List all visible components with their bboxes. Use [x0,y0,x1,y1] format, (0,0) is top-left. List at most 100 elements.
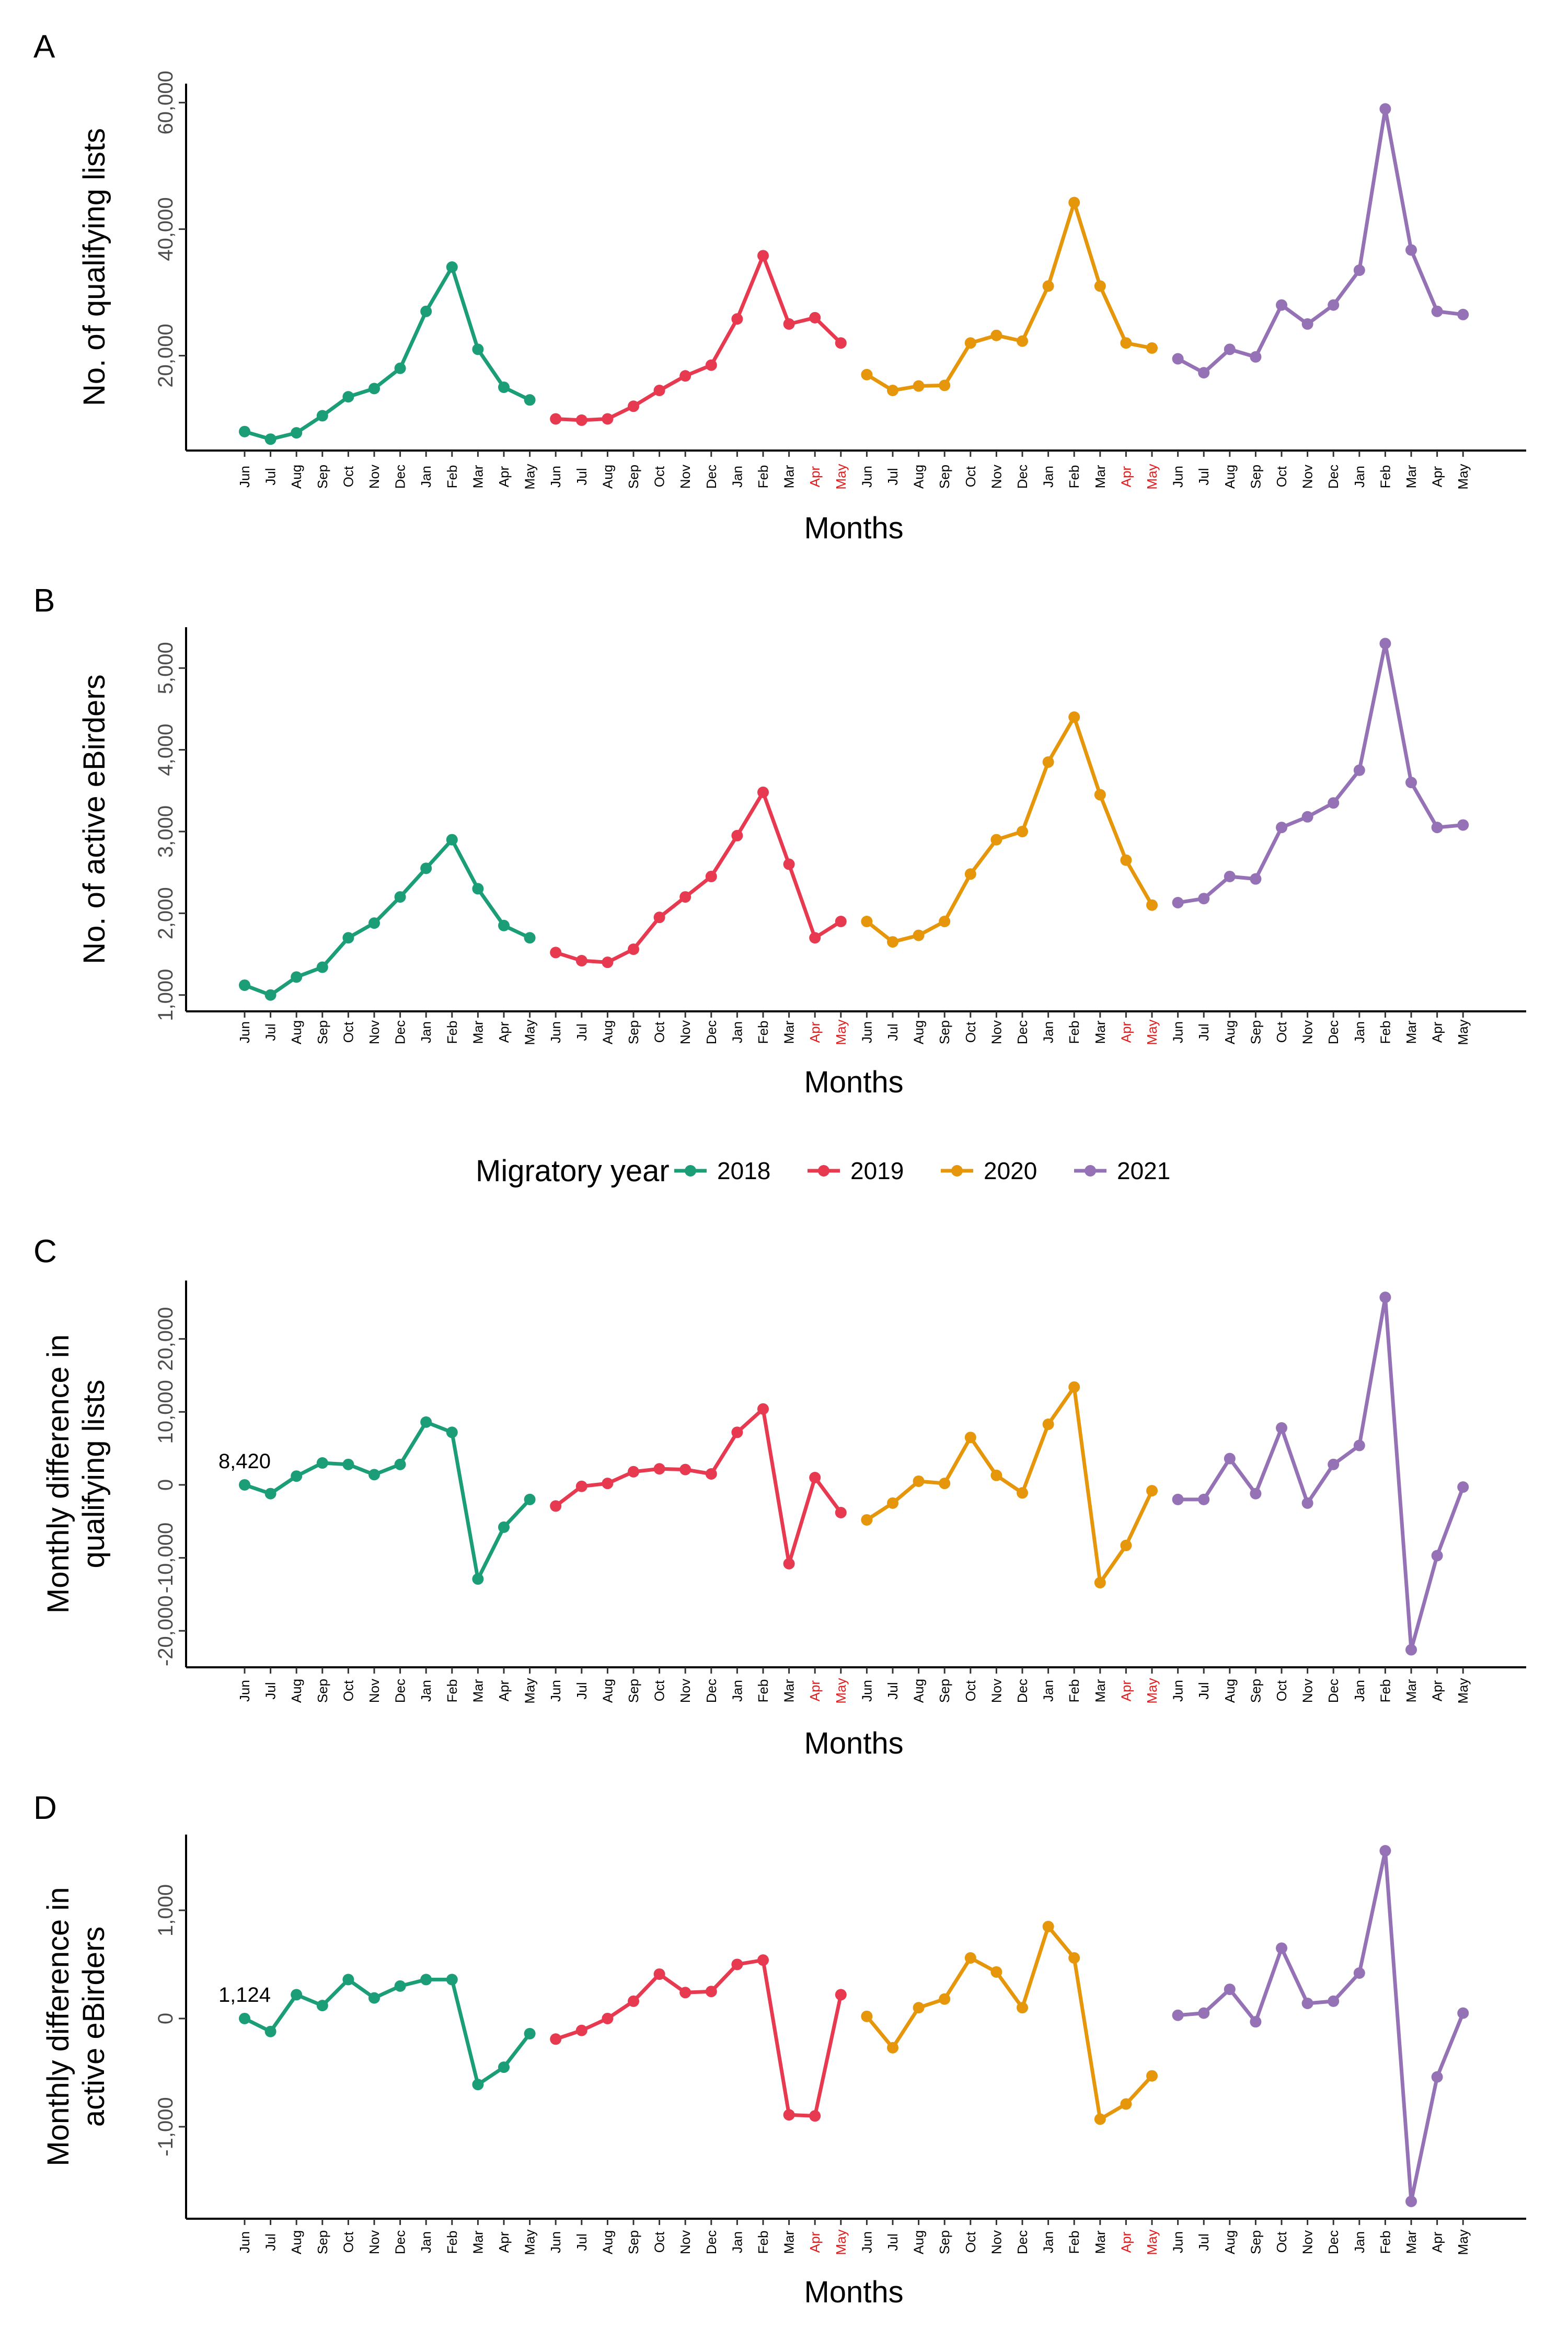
data-point-2021 [1224,343,1236,355]
x-axis-title: Months [804,1726,903,1760]
x-tick-label: Jul [574,2233,590,2251]
annotation-label: 8,420 [218,1450,271,1473]
data-point-2018 [446,834,458,846]
series-line-2018 [244,1977,532,2086]
x-tick-label: Feb [444,2231,460,2254]
data-point-2021 [1457,308,1469,320]
series-line-2019 [556,253,843,422]
x-tick-label: Jun [1170,466,1186,488]
data-point-2020 [913,380,925,392]
panel-letter: C [33,1233,57,1270]
data-point-2020 [1120,854,1132,866]
data-point-2018 [524,2027,536,2039]
x-tick-label: Sep [1248,1679,1263,1703]
data-point-2018 [498,1521,510,1533]
y-tick-label: 0 [154,1479,177,1491]
x-tick-label: Sep [626,1679,641,1703]
x-axis-title: Months [804,511,903,545]
data-point-2020 [990,1469,1002,1481]
x-tick-label: Dec [704,1679,719,1703]
data-point-2018 [342,932,354,944]
data-point-2019 [602,2012,614,2024]
x-tick-label: Jan [418,1021,434,1043]
x-tick-label: Jan [729,466,745,488]
data-point-2021 [1198,2007,1210,2019]
data-point-2020 [939,915,951,927]
x-tick-label: Apr [496,1680,512,1701]
x-tick-label: Dec [1325,2230,1341,2254]
data-point-2019 [783,318,795,330]
x-tick-label: Jan [729,2231,745,2253]
series-line-2018 [244,265,531,441]
data-point-2018 [264,1488,276,1500]
data-point-2018 [524,1493,536,1505]
data-point-2018 [368,1469,380,1481]
data-point-2018 [316,2000,328,2012]
x-tick-label: Apr [1118,466,1134,487]
data-point-2020 [990,834,1002,846]
data-point-2021 [1250,1488,1262,1500]
data-point-2019 [705,359,717,371]
data-point-2019 [550,1500,562,1512]
x-tick-label: Aug [1222,1020,1238,1044]
x-tick-label: Feb [1377,465,1393,489]
x-tick-label: Sep [937,465,952,489]
data-point-2019 [653,1968,665,1980]
x-tick-label: Apr [807,1680,823,1701]
x-tick-label: Jan [418,2231,434,2253]
series-line-2020 [865,1924,1154,2122]
x-tick-label: Mar [470,465,486,488]
legend-key-point [1085,1165,1096,1177]
data-point-2018 [420,305,432,317]
series-line-2021 [1178,1295,1465,1652]
data-point-2019 [705,870,717,882]
y-axis-title: No. of active eBirders [77,674,111,964]
x-tick-label: Feb [444,1021,460,1044]
data-point-2020 [964,1952,976,1964]
x-tick-label: Nov [1300,465,1316,489]
series-line-2020 [866,201,1152,393]
data-point-2018 [239,979,250,991]
data-point-2020 [861,368,873,381]
data-point-2020 [939,1478,951,1490]
x-tick-label: Mar [781,465,797,488]
data-point-2020 [913,2002,925,2014]
y-axis-title: No. of qualifying lists [77,128,111,406]
data-point-2021 [1250,873,1262,885]
y-tick-label: -1,000 [154,2097,177,2156]
x-tick-label: Jul [574,1682,590,1699]
data-point-2020 [964,1432,976,1444]
x-tick-label: Nov [988,465,1004,489]
data-point-2019 [575,955,587,967]
data-point-2021 [1224,1452,1236,1465]
data-point-2020 [1120,1539,1132,1551]
y-axis-title-line: Monthly difference in [41,1334,75,1613]
data-point-2020 [990,329,1002,341]
x-tick-label: Nov [677,2230,693,2254]
data-point-2021 [1276,299,1287,311]
legend-item-label: 2018 [717,1157,770,1184]
x-tick-label: Dec [393,1679,408,1703]
data-point-2018 [368,383,380,395]
data-point-2019 [575,2024,587,2036]
data-point-2018 [342,1458,354,1470]
x-tick-label: Dec [704,1020,719,1044]
x-tick-label: Sep [1248,2230,1263,2254]
x-tick-label: Apr [1429,1680,1445,1701]
data-point-2018 [472,883,484,895]
data-point-2018 [420,1974,432,1986]
x-tick-label: Jun [237,1021,252,1043]
x-tick-label: Oct [1274,466,1289,487]
x-tick-label: May [522,1019,538,1045]
data-point-2020 [1017,1487,1028,1499]
data-point-2019 [628,1466,639,1478]
y-tick-label: 60,000 [154,71,177,134]
y-axis-title: Monthly difference inqualifying lists [41,1334,111,1613]
x-tick-label: Jul [263,1023,279,1041]
y-axis-title-line: qualifying lists [77,1379,111,1568]
data-point-2020 [861,915,873,927]
legend: Migratory year 2018 2019 2020 2021 [476,1154,1170,1188]
x-tick-label: Nov [677,1020,693,1044]
x-tick-label: May [522,1678,538,1703]
x-tick-label: Feb [755,1021,771,1044]
